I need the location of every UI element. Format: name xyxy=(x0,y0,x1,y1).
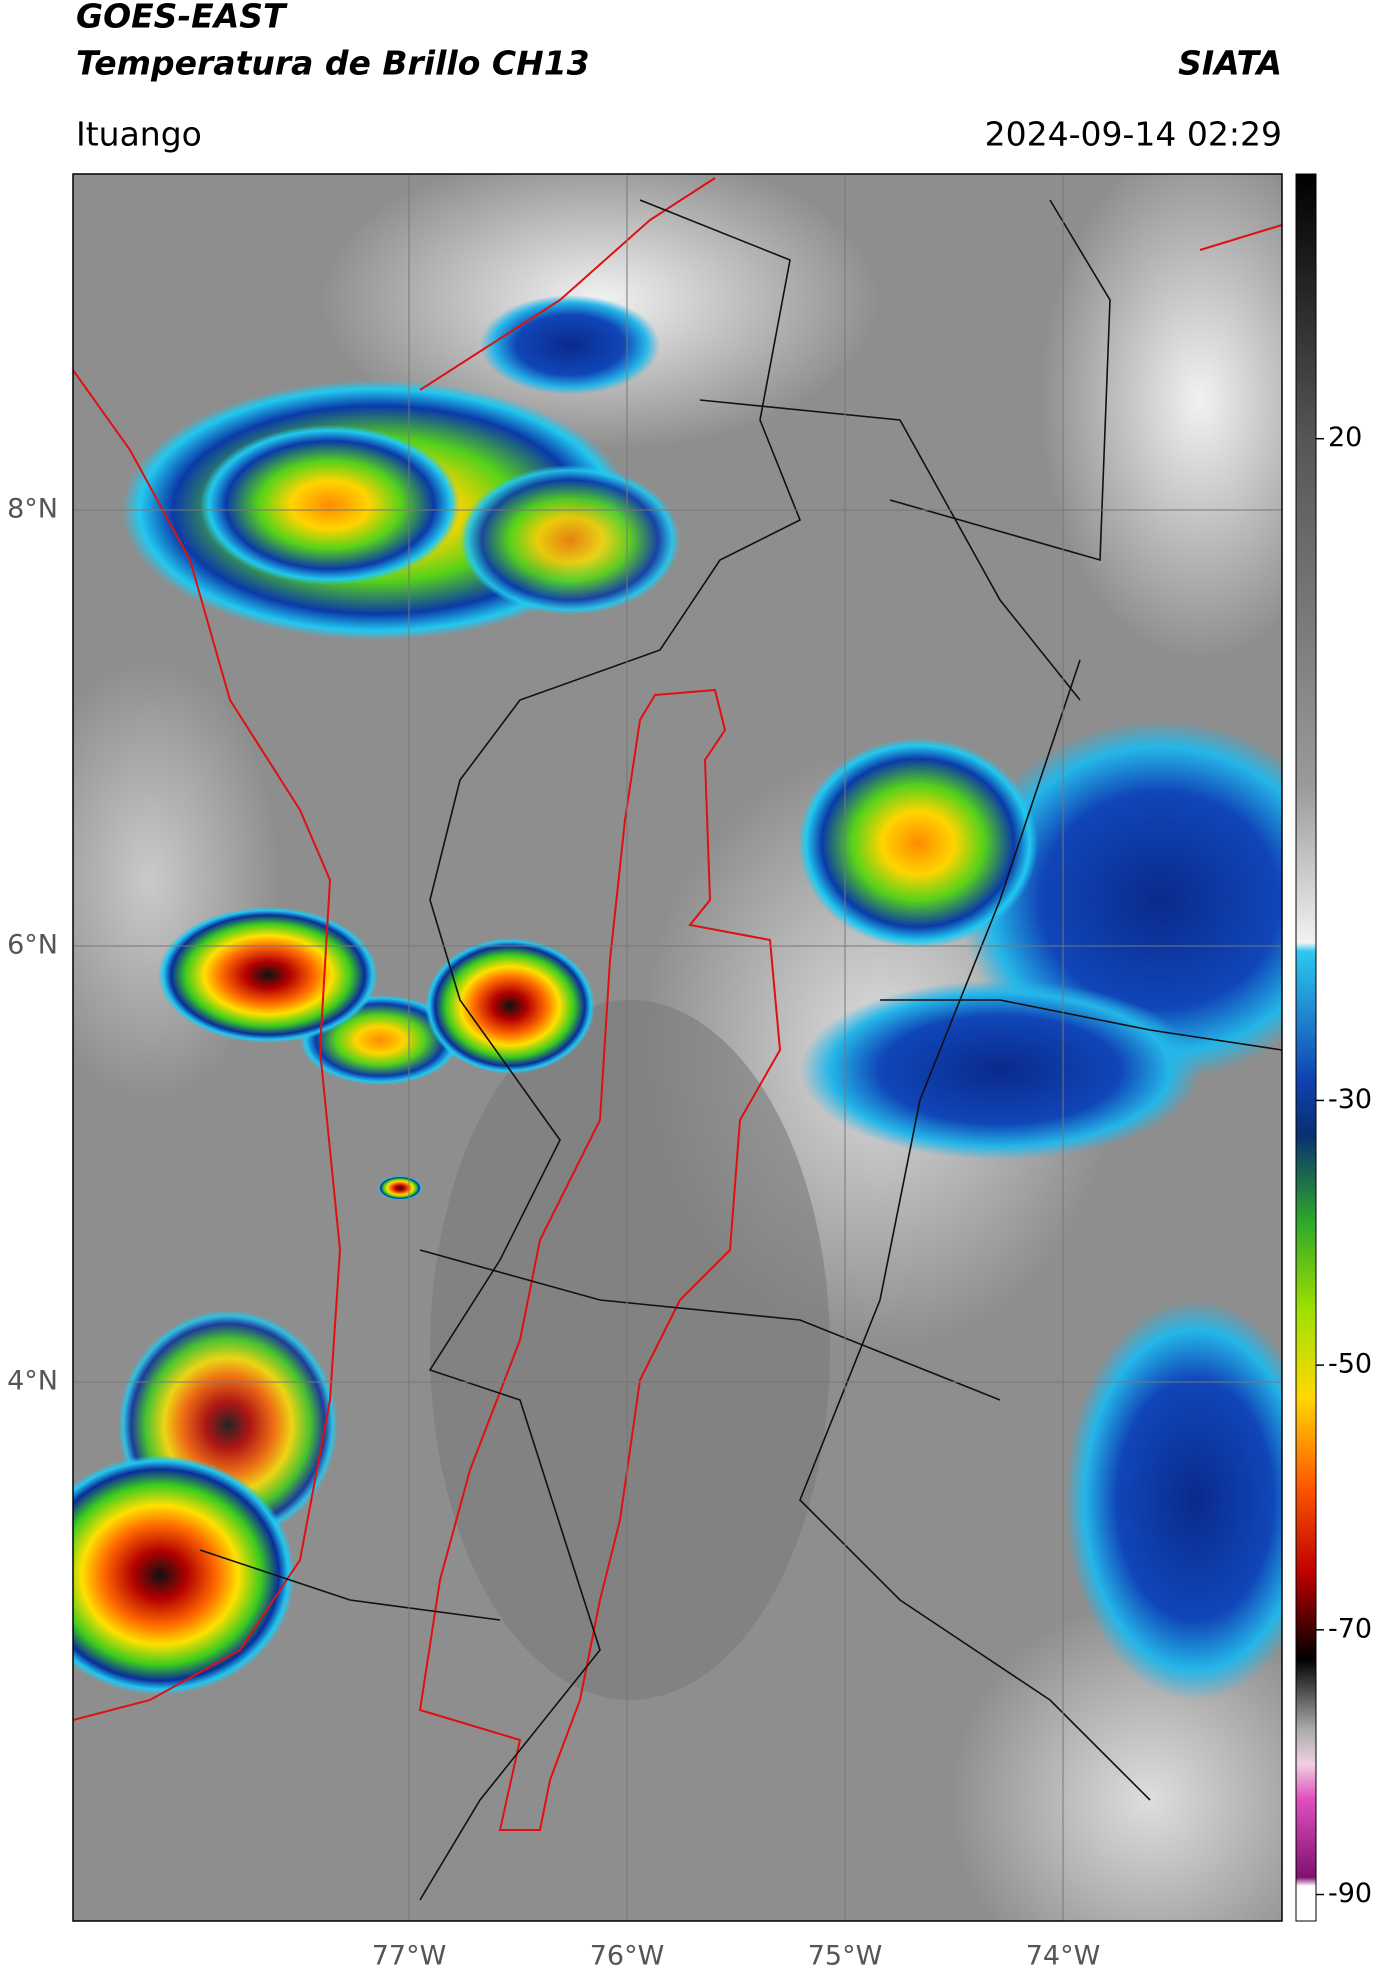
storm xyxy=(798,738,1038,948)
colorbar-tick-label: -50 xyxy=(1328,1349,1372,1380)
storm xyxy=(200,425,460,585)
colorbar-tick-label: -90 xyxy=(1328,1878,1372,1909)
map-frame xyxy=(72,173,1283,1922)
agency: SIATA xyxy=(1178,44,1282,83)
lon-label: 75°W xyxy=(808,1941,883,1972)
lon-label: 74°W xyxy=(1026,1941,1101,1972)
colorbar-tick-label: -30 xyxy=(1328,1084,1372,1115)
border-venezuela xyxy=(1199,224,1282,251)
storm xyxy=(158,907,378,1043)
product-title: Temperatura de Brillo CH13 xyxy=(76,44,590,83)
cold-cloud xyxy=(800,980,1200,1160)
colorbar-tick-label: 20 xyxy=(1328,422,1362,453)
lat-label: 4°N xyxy=(7,1366,58,1397)
colorbar-tick-label: -70 xyxy=(1328,1613,1372,1644)
cold-cloud xyxy=(480,295,660,395)
coastline xyxy=(73,369,342,1721)
dark-area xyxy=(430,1000,830,1700)
lon-label: 76°W xyxy=(590,1941,665,1972)
storm xyxy=(425,938,595,1074)
storm xyxy=(73,1455,295,1695)
lon-label: 77°W xyxy=(372,1941,447,1972)
timestamp: 2024-09-14 02:29 xyxy=(985,115,1282,154)
lat-label: 6°N xyxy=(7,930,58,961)
border-panama xyxy=(419,177,716,391)
lat-label: 8°N xyxy=(7,494,58,525)
colorbar xyxy=(1295,173,1317,1922)
satellite-image xyxy=(73,174,1282,1921)
storm xyxy=(378,1176,422,1200)
basin-outline xyxy=(418,688,782,1831)
satellite-title: GOES-EAST xyxy=(76,0,288,36)
storm xyxy=(460,465,680,615)
region: Ituango xyxy=(76,115,202,154)
cold-cloud xyxy=(1065,1300,1282,1700)
